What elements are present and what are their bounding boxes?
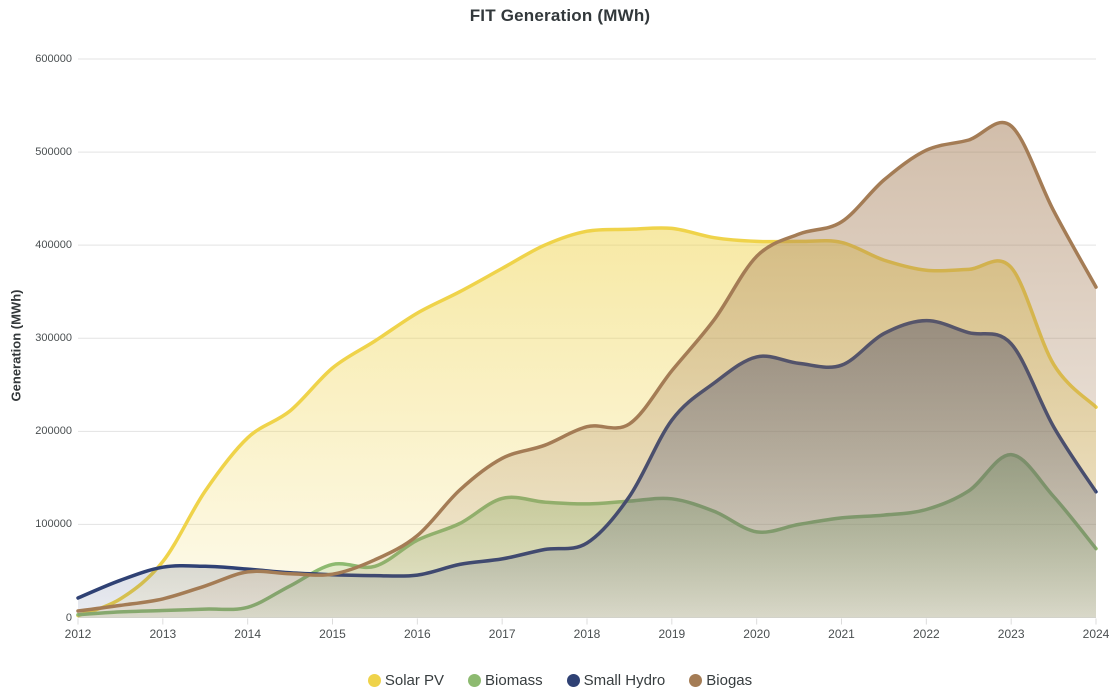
y-tick-label: 200000	[35, 425, 72, 438]
legend-label: Solar PV	[384, 672, 445, 689]
y-tick-label: 600000	[35, 53, 72, 65]
x-tick-label: 2014	[234, 627, 261, 641]
y-tick-label: 400000	[35, 239, 72, 252]
x-tick-label: 2024	[1082, 627, 1110, 641]
y-tick-label: 300000	[35, 332, 72, 345]
line-biogas	[76, 120, 1098, 613]
legend-item-small-hydro[interactable]: Small Hydro	[562, 672, 671, 689]
legend-dot-small-hydro	[566, 674, 580, 687]
x-tick-label: 2016	[403, 627, 431, 641]
chart-title: FIT Generation (MWh)	[469, 6, 651, 25]
x-tick-label: 2015	[319, 627, 346, 641]
legend-dot-biomass	[468, 674, 482, 687]
legend-label: Biogas	[706, 672, 753, 689]
y-tick-label: 100000	[35, 518, 72, 531]
x-tick-label: 2012	[64, 627, 92, 641]
y-tick-label: 0	[65, 611, 72, 624]
legend-dot-biogas	[689, 674, 703, 687]
x-tick-label: 2018	[573, 627, 601, 641]
x-tick-label: 2022	[912, 627, 940, 641]
area-biogas	[78, 122, 1096, 618]
x-tick-label: 2023	[997, 627, 1025, 641]
legend-dot-solar-pv	[367, 674, 381, 687]
legend-label: Biomass	[485, 672, 543, 689]
x-tick-label: 2019	[658, 627, 686, 641]
y-tick-label: 500000	[35, 146, 72, 159]
legend-item-biomass[interactable]: Biomass	[463, 672, 548, 689]
legend-item-solar-pv[interactable]: Solar PV	[363, 672, 449, 689]
x-tick-label: 2020	[743, 627, 770, 641]
x-tick-label: 2021	[828, 627, 855, 641]
legend-label: Small Hydro	[583, 672, 666, 689]
x-tick-label: 2017	[488, 627, 516, 641]
chart-legend: Solar PV Biomass Small Hydro Biogas	[0, 672, 1120, 689]
x-tick-label: 2013	[149, 627, 177, 641]
legend-item-biogas[interactable]: Biogas	[684, 672, 757, 689]
